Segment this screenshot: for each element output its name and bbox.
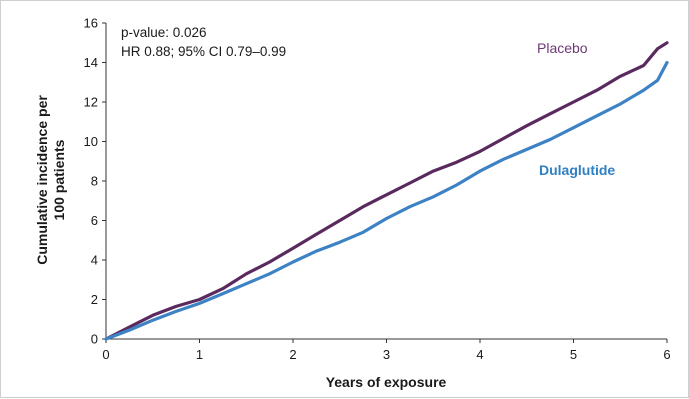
x-axis-title: Years of exposure [326, 374, 447, 390]
series-label-placebo: Placebo [537, 40, 588, 56]
x-tick-label: 6 [663, 347, 670, 362]
y-tick-label: 14 [84, 55, 98, 70]
y-tick-label: 10 [84, 134, 98, 149]
series-line-placebo [104, 41, 669, 341]
series-line-dulaglutide [104, 60, 669, 341]
series-lines [104, 41, 669, 341]
hazard-ratio-annotation: HR 0.88; 95% CI 0.79–0.99 [121, 44, 286, 59]
x-tick-label: 4 [476, 347, 483, 362]
p-value-annotation: p-value: 0.026 [121, 25, 207, 40]
y-tick-label: 0 [91, 332, 98, 347]
y-tick-label: 16 [84, 16, 98, 31]
x-tick-label: 0 [102, 347, 109, 362]
y-axis-title-line-1: Cumulative incidence per [34, 95, 50, 265]
y-tick-label: 8 [91, 174, 98, 189]
y-tick-label: 6 [91, 213, 98, 228]
y-tick-label: 4 [91, 253, 98, 268]
y-tick-label: 12 [84, 95, 98, 110]
axes [102, 22, 668, 343]
x-tick-label: 5 [570, 347, 577, 362]
y-tick-label: 2 [91, 292, 98, 307]
x-tick-label: 1 [196, 347, 203, 362]
y-axis-title-line-2: 100 patients [51, 139, 67, 220]
x-tick-label: 2 [289, 347, 296, 362]
y-axis-title: Cumulative incidence per 100 patients [34, 95, 67, 265]
series-label-dulaglutide: Dulaglutide [539, 162, 615, 178]
x-tick-label: 3 [383, 347, 390, 362]
